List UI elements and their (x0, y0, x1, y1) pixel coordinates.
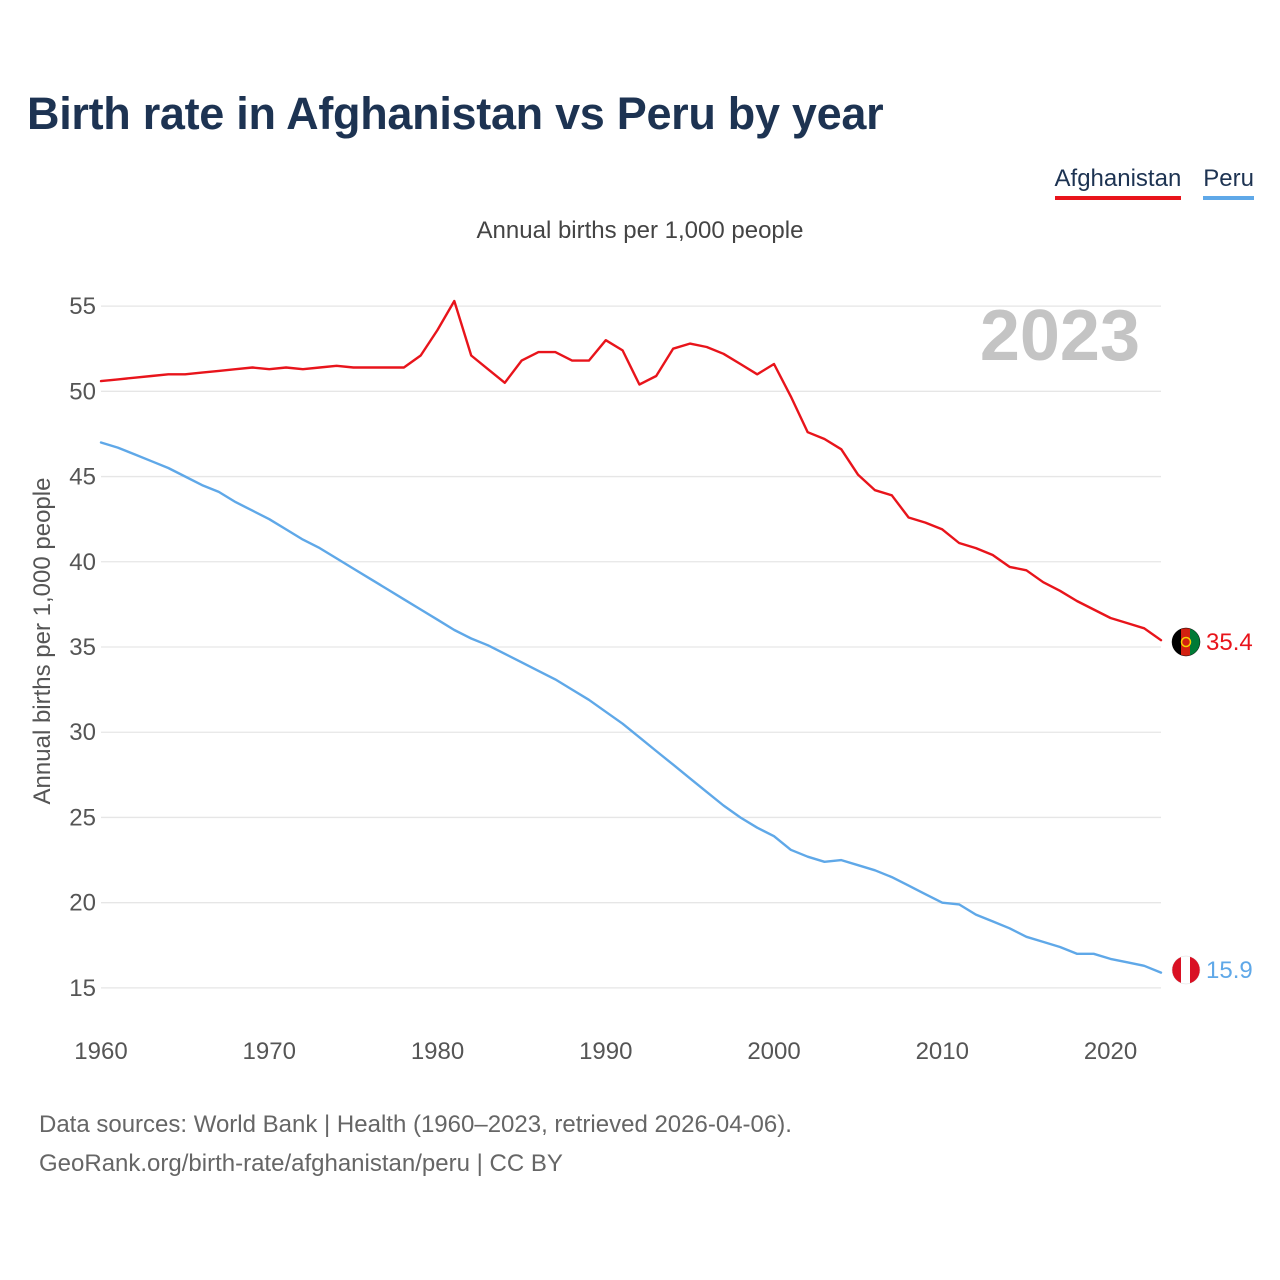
end-value-label-peru: 15.9 (1206, 957, 1253, 984)
y-tick-label: 35 (69, 634, 96, 661)
y-axis-label: Annual births per 1,000 people (29, 478, 56, 805)
end-value-label-afghanistan: 35.4 (1206, 629, 1253, 656)
y-tick-label: 55 (69, 293, 96, 320)
x-tick-label: 2000 (747, 1038, 800, 1065)
series-line-peru (99, 441, 1163, 974)
y-tick-label: 40 (69, 549, 96, 576)
chart-subtitle: Annual births per 1,000 people (476, 217, 804, 244)
y-tick-label: 45 (69, 464, 96, 491)
legend: Afghanistan Peru (1054, 165, 1254, 200)
peru-flag-icon (1172, 956, 1200, 984)
y-tick-label: 15 (69, 975, 96, 1002)
x-tick-label: 1970 (243, 1038, 296, 1065)
y-tick-label: 20 (69, 890, 96, 917)
afghanistan-flag-icon (1172, 628, 1200, 656)
source-line-1: Data sources: World Bank | Health (1960–… (39, 1111, 792, 1138)
x-tick-label: 2010 (916, 1038, 969, 1065)
source-note: Data sources: World Bank | Health (1960–… (39, 1105, 792, 1183)
x-tick-label: 1990 (579, 1038, 632, 1065)
page-title: Birth rate in Afghanistan vs Peru by yea… (27, 88, 884, 139)
y-tick-label: 30 (69, 719, 96, 746)
x-tick-label: 1960 (74, 1038, 127, 1065)
y-tick-label: 50 (69, 378, 96, 405)
legend-item-afghanistan[interactable]: Afghanistan (1054, 165, 1182, 200)
y-tick-label: 25 (69, 804, 96, 831)
x-tick-label: 1980 (411, 1038, 464, 1065)
series-line-afghanistan (99, 299, 1163, 642)
x-tick-label: 2020 (1084, 1038, 1137, 1065)
source-line-2[interactable]: GeoRank.org/birth-rate/afghanistan/peru … (39, 1150, 563, 1177)
legend-item-peru[interactable]: Peru (1203, 165, 1254, 200)
year-watermark: 2023 (980, 296, 1140, 376)
